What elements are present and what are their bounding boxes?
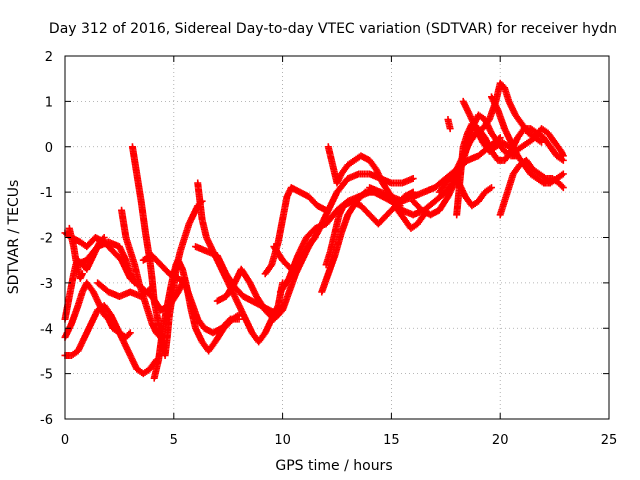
data-point: [559, 156, 567, 164]
y-tick-label: -2: [40, 232, 53, 247]
trace-10: [139, 252, 243, 337]
data-point: [78, 270, 86, 278]
trace-27: [453, 120, 567, 219]
y-tick-label: -3: [40, 277, 53, 292]
x-tick-label: 20: [492, 433, 509, 448]
trace-25: [487, 93, 567, 187]
y-tick-label: 1: [45, 95, 53, 110]
trace-1: [61, 302, 160, 378]
trace-4: [65, 224, 86, 282]
data-point: [235, 315, 243, 323]
y-tick-label: -1: [40, 186, 53, 201]
data-point: [126, 329, 134, 337]
data-point: [559, 170, 567, 178]
trace-26: [496, 156, 567, 219]
trace-12: [192, 243, 287, 319]
chart-title: Day 312 of 2016, Sidereal Day-to-day VTE…: [49, 21, 617, 37]
trace-2: [61, 279, 134, 341]
trace-28: [435, 170, 495, 210]
data-points: [61, 79, 567, 382]
trace-6: [94, 279, 156, 300]
y-tick-label: -5: [40, 368, 53, 383]
x-tick-label: 25: [601, 433, 618, 448]
data-point: [558, 182, 566, 190]
data-point: [559, 184, 567, 192]
y-axis-label: SDTVAR / TECUs: [6, 180, 22, 295]
data-point: [487, 184, 495, 192]
x-tick-label: 5: [170, 433, 178, 448]
y-tick-label: 2: [45, 50, 53, 65]
trace-14: [261, 184, 330, 278]
y-tick-label: 0: [45, 141, 53, 156]
x-tick-label: 0: [61, 433, 69, 448]
y-tick-label: -6: [40, 413, 53, 428]
x-tick-label: 10: [274, 433, 291, 448]
trace-8: [118, 206, 165, 341]
data-point: [100, 234, 108, 241]
data-point: [409, 175, 417, 183]
y-tick-label: -4: [40, 322, 53, 337]
data-point: [446, 125, 454, 133]
axis-ticks: 0 5 10 15 20 25 -6 -5 -4 -3 -2 -1 0 1 2: [40, 50, 617, 448]
data-point: [125, 330, 133, 338]
trace-23: [444, 116, 454, 133]
x-tick-label: 15: [383, 433, 400, 448]
x-axis-label: GPS time / hours: [275, 458, 392, 474]
